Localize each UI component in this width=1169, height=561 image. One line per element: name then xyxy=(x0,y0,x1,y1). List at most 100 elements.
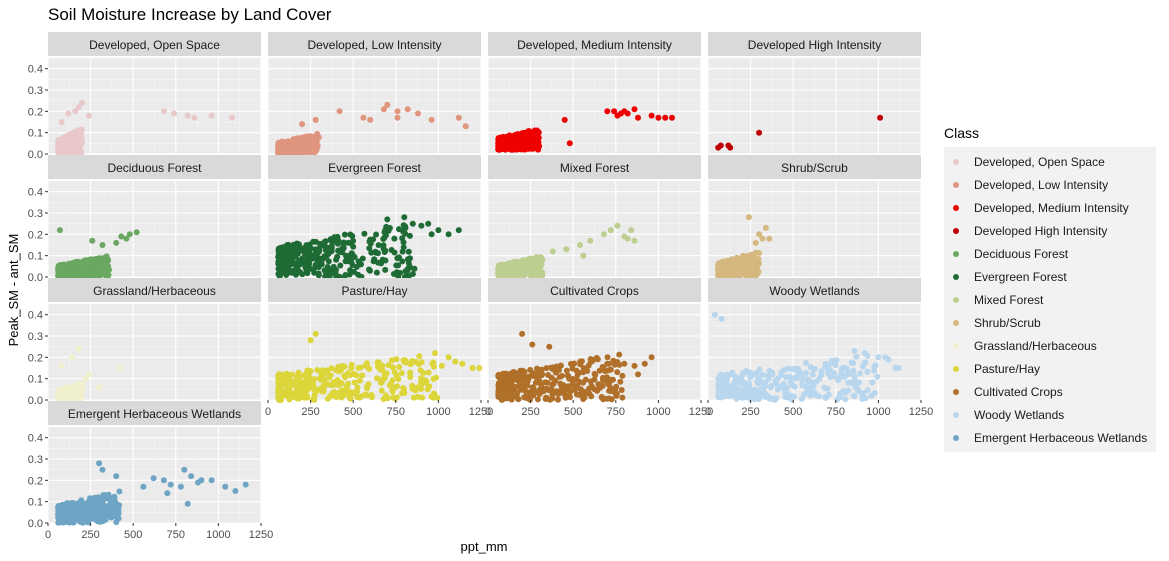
data-point xyxy=(278,270,285,276)
data-point xyxy=(164,490,171,497)
legend-label: Pasture/Hay xyxy=(974,361,1041,376)
data-point xyxy=(401,386,407,393)
facet-strip-label: Shrub/Scrub xyxy=(781,161,848,175)
data-point xyxy=(338,380,345,387)
x-tick-label: 0 xyxy=(485,406,491,418)
data-point xyxy=(278,145,285,151)
data-point xyxy=(108,502,115,509)
data-point xyxy=(802,360,809,366)
data-point xyxy=(711,311,718,318)
data-point xyxy=(309,379,316,386)
data-point xyxy=(743,369,750,376)
data-point xyxy=(348,365,355,372)
data-point xyxy=(364,385,371,392)
y-tick-label: 0.0 xyxy=(28,272,43,284)
data-point xyxy=(294,395,301,402)
data-point xyxy=(534,142,541,148)
data-point xyxy=(70,149,77,156)
data-point xyxy=(396,254,402,261)
data-point xyxy=(394,108,401,115)
data-point xyxy=(111,496,118,502)
data-point xyxy=(375,359,382,366)
data-point xyxy=(292,253,299,260)
data-point xyxy=(824,385,831,392)
data-point xyxy=(783,374,790,381)
data-point xyxy=(534,260,541,267)
data-point xyxy=(851,347,858,354)
data-point xyxy=(303,242,310,249)
data-point xyxy=(337,367,344,374)
data-point xyxy=(167,481,174,488)
data-point xyxy=(402,268,409,275)
data-point xyxy=(366,266,372,273)
data-point xyxy=(604,360,611,367)
data-point xyxy=(360,114,367,121)
data-point xyxy=(188,473,195,480)
data-point xyxy=(324,395,331,402)
facet-strip xyxy=(708,32,921,56)
facet-panel: Developed, Low Intensity xyxy=(267,32,482,157)
legend-dot-icon xyxy=(952,273,959,280)
data-point xyxy=(503,271,509,278)
data-point xyxy=(99,466,106,473)
data-point xyxy=(280,255,287,262)
data-point xyxy=(563,246,570,253)
data-point xyxy=(150,475,157,482)
data-point xyxy=(278,394,285,401)
data-point xyxy=(859,363,866,370)
data-point xyxy=(513,377,520,383)
data-point xyxy=(312,330,319,337)
legend-item: Mixed Forest xyxy=(944,288,1156,311)
data-point xyxy=(333,256,340,263)
chart-title: Soil Moisture Increase by Land Cover xyxy=(48,5,332,24)
data-point xyxy=(716,269,723,276)
facet-strip-label: Evergreen Forest xyxy=(328,161,421,175)
data-point xyxy=(614,112,621,119)
data-point xyxy=(631,362,638,369)
data-point xyxy=(455,227,462,234)
data-point xyxy=(56,227,63,234)
data-point xyxy=(293,241,300,248)
data-point xyxy=(611,361,618,368)
data-point xyxy=(718,315,725,322)
data-point xyxy=(55,143,62,150)
data-point xyxy=(857,370,864,377)
data-point xyxy=(377,366,384,373)
data-point xyxy=(339,249,346,256)
data-point xyxy=(367,116,374,123)
legend-dot-icon xyxy=(952,365,959,372)
data-point xyxy=(557,362,564,369)
data-point xyxy=(68,395,74,401)
data-point xyxy=(619,372,626,379)
data-point xyxy=(534,130,541,137)
data-point xyxy=(469,365,476,371)
y-tick-label: 0.3 xyxy=(28,208,43,220)
data-point xyxy=(97,513,104,520)
data-point xyxy=(304,394,311,401)
y-tick-label: 0.2 xyxy=(28,475,43,487)
data-point xyxy=(745,214,752,221)
facet-panel: Developed, Open Space 0.0 0.1 0.2 0.3 0.4 xyxy=(28,32,262,161)
data-point xyxy=(768,382,775,389)
data-point xyxy=(375,242,382,249)
data-point xyxy=(404,256,411,263)
data-point xyxy=(275,385,282,392)
legend-dot-icon xyxy=(952,296,959,303)
data-point xyxy=(68,384,75,391)
data-point xyxy=(788,381,795,388)
x-tick-label: 1000 xyxy=(646,406,670,418)
y-tick-label: 0.4 xyxy=(28,64,43,76)
data-point xyxy=(355,258,362,265)
data-point xyxy=(498,374,505,381)
data-point xyxy=(853,353,860,360)
data-point xyxy=(593,354,600,361)
data-point xyxy=(324,367,331,374)
data-point xyxy=(524,378,531,385)
legend-label: Mixed Forest xyxy=(974,292,1044,307)
data-point xyxy=(851,373,858,380)
data-point xyxy=(296,257,303,264)
data-point xyxy=(400,244,407,251)
data-point xyxy=(70,519,77,526)
data-point xyxy=(371,256,378,263)
data-point xyxy=(529,341,536,348)
